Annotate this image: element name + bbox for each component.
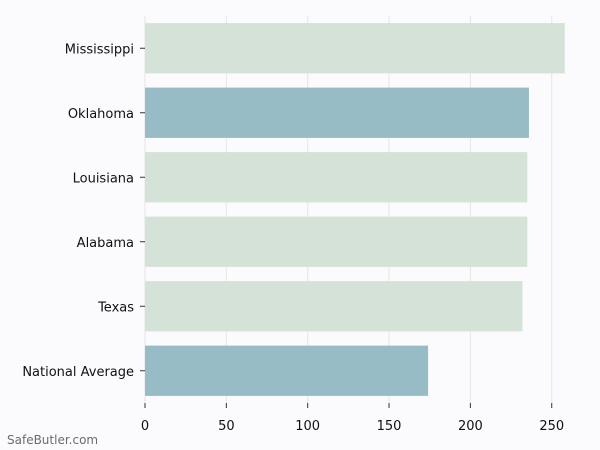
bar-national-average <box>145 345 429 396</box>
bar-alabama <box>145 216 528 267</box>
category-label-mississippi: Mississippi <box>65 42 134 57</box>
x-tick-label-200: 200 <box>458 419 483 434</box>
bar-mississippi <box>145 23 565 74</box>
bar-texas <box>145 281 523 332</box>
category-label-texas: Texas <box>97 300 134 315</box>
category-labels: Mississippi Oklahoma Louisiana Alabama Texas… <box>22 42 145 380</box>
bar-louisiana <box>145 152 528 203</box>
category-label-louisiana: Louisiana <box>73 171 134 186</box>
watermark: SafeButler.com <box>7 433 99 447</box>
gridlines <box>144 16 553 403</box>
x-tick-labels: 0 50 100 150 200 250 <box>141 403 564 434</box>
bars <box>145 23 565 396</box>
category-label-national-average: National Average <box>22 365 134 380</box>
x-tick-label-50: 50 <box>218 419 235 434</box>
category-label-alabama: Alabama <box>77 236 134 251</box>
x-tick-label-250: 250 <box>539 419 564 434</box>
category-label-oklahoma: Oklahoma <box>68 107 134 122</box>
bar-oklahoma <box>145 87 529 138</box>
x-tick-label-100: 100 <box>295 419 320 434</box>
x-tick-label-150: 150 <box>377 419 402 434</box>
x-tick-label-0: 0 <box>141 419 149 434</box>
